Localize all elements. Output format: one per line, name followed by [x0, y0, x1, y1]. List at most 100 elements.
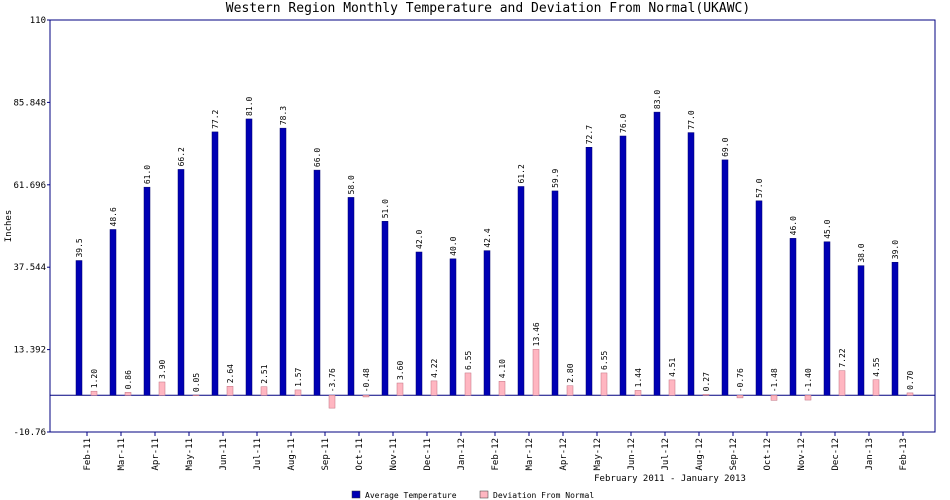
bar — [619, 135, 627, 396]
bar — [124, 392, 132, 396]
bar — [464, 372, 472, 396]
x-tick-label: Dec-11 — [423, 438, 433, 471]
value-label: 42.4 — [483, 228, 492, 247]
bar — [328, 395, 336, 409]
x-tick-label: Mar-11 — [117, 438, 127, 471]
value-label: 61.0 — [143, 165, 152, 184]
x-tick-label: May-12 — [593, 438, 603, 471]
bar — [770, 395, 778, 401]
value-label: 61.2 — [517, 164, 526, 183]
value-label: 38.0 — [857, 243, 866, 262]
bar — [891, 261, 899, 396]
value-label: 7.22 — [838, 348, 847, 367]
x-axis-label: February 2011 - January 2013 — [594, 474, 746, 484]
x-tick-label: Aug-11 — [287, 438, 297, 471]
bar — [143, 186, 151, 396]
value-label: 57.0 — [755, 178, 764, 197]
value-label: 78.3 — [279, 106, 288, 125]
bar — [109, 229, 117, 396]
value-label: 77.0 — [687, 110, 696, 129]
value-label: 39.5 — [75, 238, 84, 257]
value-label: -0.48 — [362, 368, 371, 392]
bar — [585, 147, 593, 396]
chart-title: Western Region Monthly Temperature and D… — [226, 1, 750, 16]
value-label: 45.0 — [823, 219, 832, 238]
x-tick-label: Sep-12 — [729, 438, 739, 471]
bar — [906, 392, 914, 396]
bar — [668, 379, 676, 396]
bar — [396, 382, 404, 396]
x-tick-label: Apr-12 — [559, 438, 569, 471]
bar — [532, 349, 540, 396]
x-tick-label: May-11 — [185, 438, 195, 471]
value-label: 69.0 — [721, 137, 730, 156]
x-tick-label: Jun-12 — [627, 438, 637, 471]
bar — [789, 238, 797, 396]
bar — [721, 159, 729, 396]
legend-label: Average Temperature — [365, 491, 457, 500]
bar — [736, 395, 744, 399]
x-tick-label: Jun-11 — [219, 438, 229, 471]
value-label: 3.60 — [396, 361, 405, 380]
bar — [211, 131, 219, 396]
value-label: 1.20 — [90, 369, 99, 388]
bar — [362, 395, 370, 398]
value-label: 77.2 — [211, 109, 220, 128]
bar — [857, 265, 865, 396]
value-label: 48.6 — [109, 207, 118, 226]
value-label: 66.0 — [313, 148, 322, 167]
x-tick-label: Jul-11 — [253, 438, 263, 471]
bar — [600, 372, 608, 396]
legend-swatch — [479, 490, 489, 499]
value-label: 51.0 — [381, 199, 390, 218]
plot-frame — [49, 19, 936, 433]
bar — [838, 370, 846, 396]
value-label: 1.44 — [634, 368, 643, 387]
bar — [75, 260, 83, 396]
x-tick-label: Dec-12 — [831, 438, 841, 471]
value-label: 66.2 — [177, 147, 186, 166]
value-label: -0.76 — [736, 368, 745, 392]
value-label: 2.51 — [260, 364, 269, 383]
bar — [483, 250, 491, 396]
bar — [566, 385, 574, 396]
value-label: 1.57 — [294, 367, 303, 386]
value-label: 3.90 — [158, 360, 167, 379]
bar — [551, 190, 559, 396]
value-label: 2.80 — [566, 363, 575, 382]
bar — [245, 118, 253, 396]
value-label: 13.46 — [532, 322, 541, 346]
value-label: 81.0 — [245, 96, 254, 115]
value-label: 2.64 — [226, 364, 235, 383]
bar — [687, 132, 695, 396]
value-label: 39.0 — [891, 240, 900, 259]
y-tick-label: -10.76 — [13, 428, 46, 438]
value-label: 6.55 — [600, 350, 609, 369]
x-tick-label: Apr-11 — [151, 438, 161, 471]
bar — [653, 111, 661, 396]
bar — [158, 381, 166, 396]
y-axis-label: Inches — [4, 210, 14, 243]
value-label: 0.05 — [192, 373, 201, 392]
bar — [702, 394, 710, 396]
x-tick-label: Feb-12 — [491, 438, 501, 471]
bar — [381, 221, 389, 396]
value-label: 0.27 — [702, 372, 711, 391]
x-tick-label: Nov-12 — [797, 438, 807, 471]
x-tick-label: Mar-12 — [525, 438, 535, 471]
bar — [634, 390, 642, 396]
value-label: 4.22 — [430, 358, 439, 377]
x-tick-label: Aug-12 — [695, 438, 705, 471]
x-tick-label: Sep-11 — [321, 438, 331, 471]
value-label: 0.86 — [124, 370, 133, 389]
x-tick-label: Feb-13 — [899, 438, 909, 471]
value-label: 40.0 — [449, 236, 458, 255]
value-label: 59.9 — [551, 168, 560, 187]
y-tick-label: 13.392 — [13, 346, 46, 356]
y-tick-label: 85.848 — [13, 98, 46, 108]
bar — [755, 200, 763, 396]
bar — [313, 169, 321, 396]
bar — [430, 380, 438, 396]
x-tick-label: Oct-12 — [763, 438, 773, 471]
